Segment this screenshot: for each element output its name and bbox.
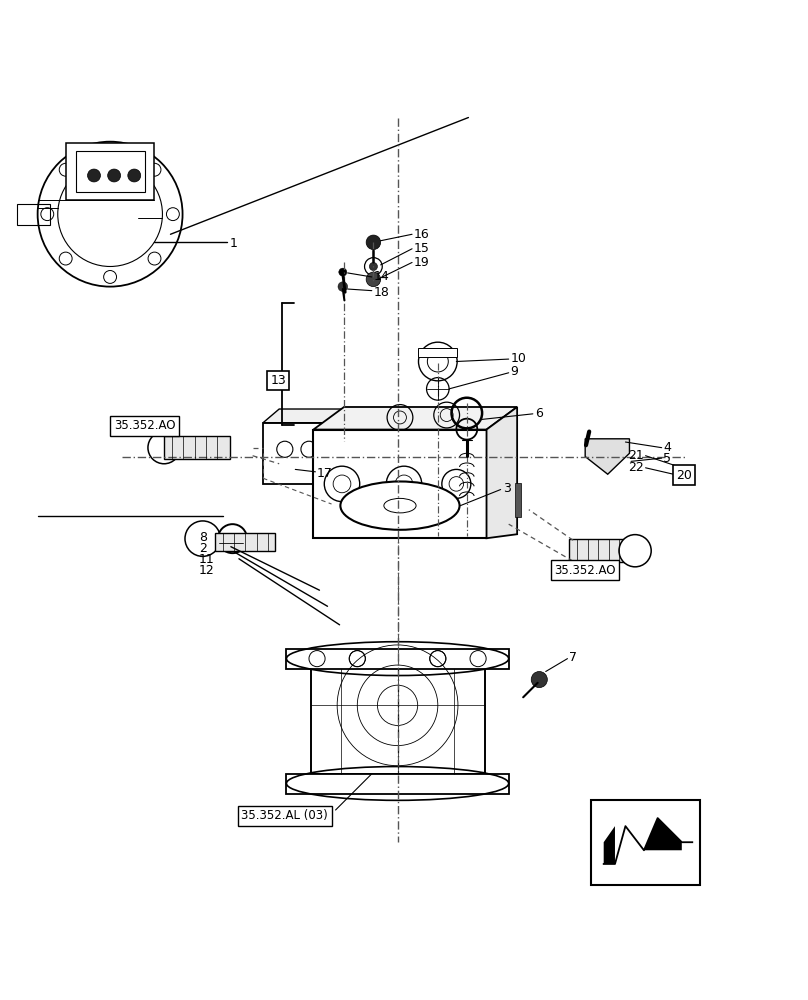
Bar xyxy=(516,483,521,517)
Text: 10: 10 xyxy=(511,352,526,365)
Circle shape xyxy=(366,235,381,250)
Circle shape xyxy=(148,163,161,176)
Text: 1: 1 xyxy=(229,237,237,250)
Circle shape xyxy=(619,535,651,567)
Text: 19: 19 xyxy=(414,256,429,269)
Polygon shape xyxy=(585,439,629,474)
Text: 35.352.AO: 35.352.AO xyxy=(114,419,175,432)
Text: 22: 22 xyxy=(628,461,644,474)
Text: 12: 12 xyxy=(199,564,214,577)
Circle shape xyxy=(366,272,381,287)
Circle shape xyxy=(87,169,100,182)
Circle shape xyxy=(148,432,180,464)
Polygon shape xyxy=(335,409,351,484)
Text: 6: 6 xyxy=(535,407,543,420)
Bar xyxy=(419,348,457,357)
Circle shape xyxy=(103,145,116,158)
Bar xyxy=(215,533,276,551)
Polygon shape xyxy=(263,409,351,423)
Circle shape xyxy=(185,521,221,556)
Bar xyxy=(310,653,485,774)
Text: 17: 17 xyxy=(317,467,333,480)
Bar xyxy=(65,143,154,200)
Bar xyxy=(76,151,145,192)
Text: 20: 20 xyxy=(676,469,692,482)
Circle shape xyxy=(369,262,377,271)
Circle shape xyxy=(148,252,161,265)
Circle shape xyxy=(338,282,347,291)
Text: 7: 7 xyxy=(569,651,577,664)
Text: 35.352.AL (03): 35.352.AL (03) xyxy=(242,809,328,822)
Polygon shape xyxy=(604,826,615,864)
Circle shape xyxy=(107,169,120,182)
Bar xyxy=(263,423,335,484)
Circle shape xyxy=(59,163,72,176)
Bar xyxy=(18,204,50,225)
Text: 18: 18 xyxy=(373,286,389,299)
Circle shape xyxy=(339,268,347,276)
Text: 9: 9 xyxy=(511,365,518,378)
Text: 14: 14 xyxy=(373,270,389,283)
Polygon shape xyxy=(644,818,682,850)
Text: 2: 2 xyxy=(199,542,207,555)
Text: 5: 5 xyxy=(663,452,671,465)
Circle shape xyxy=(128,169,141,182)
Text: 4: 4 xyxy=(663,441,671,454)
Text: 35.352.AO: 35.352.AO xyxy=(554,564,616,577)
Text: 11: 11 xyxy=(199,553,214,566)
Polygon shape xyxy=(314,407,517,430)
Polygon shape xyxy=(486,407,517,538)
Text: 21: 21 xyxy=(628,449,644,462)
Text: 16: 16 xyxy=(414,228,429,241)
Circle shape xyxy=(166,208,179,221)
Circle shape xyxy=(59,252,72,265)
Bar xyxy=(314,430,486,538)
Ellipse shape xyxy=(340,481,460,530)
Circle shape xyxy=(41,208,53,221)
Bar xyxy=(569,539,633,562)
Text: 3: 3 xyxy=(503,482,511,495)
Circle shape xyxy=(531,672,547,688)
Bar xyxy=(591,800,700,885)
Text: 15: 15 xyxy=(414,242,430,255)
Text: 8: 8 xyxy=(199,531,207,544)
Bar xyxy=(164,436,230,459)
Circle shape xyxy=(419,342,457,381)
Text: 13: 13 xyxy=(271,374,286,387)
Circle shape xyxy=(103,271,116,283)
Bar xyxy=(287,649,509,669)
Bar xyxy=(287,774,509,794)
